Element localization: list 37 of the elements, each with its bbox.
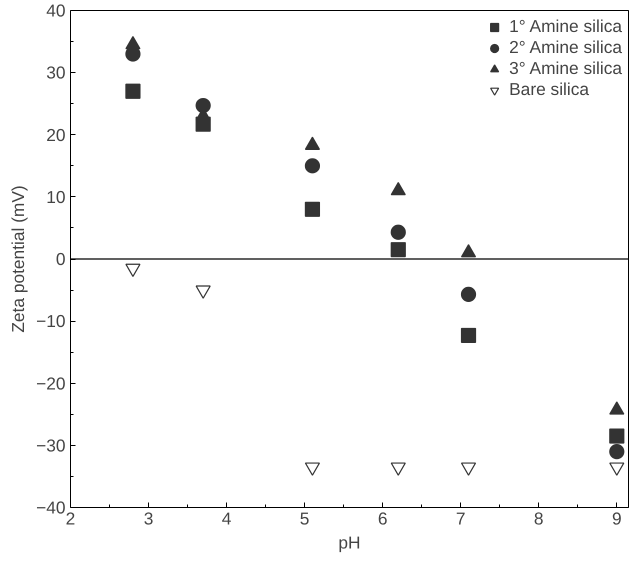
point — [390, 462, 406, 476]
point — [125, 84, 141, 99]
x-axis-title: pH — [338, 532, 361, 552]
point — [460, 328, 476, 344]
x-tick-label: 6 — [378, 508, 388, 528]
y-tick-label: −30 — [36, 435, 66, 456]
point — [609, 428, 624, 444]
x-tick-label: 9 — [612, 508, 622, 528]
point — [460, 462, 476, 476]
point — [390, 224, 406, 240]
point — [125, 36, 141, 50]
y-tick-label: −20 — [36, 373, 66, 394]
point — [304, 462, 320, 476]
point — [390, 242, 406, 258]
y-axis-title: Zeta potential (mV) — [8, 185, 28, 333]
y-tick-label: −10 — [36, 311, 66, 332]
x-tick-label: 4 — [222, 508, 232, 528]
legend-label: 2° Amine silica — [509, 37, 622, 58]
point — [609, 462, 624, 476]
x-tick-label: 7 — [456, 508, 466, 528]
y-tick-label: 0 — [56, 249, 66, 269]
x-tick-label: 8 — [534, 508, 544, 528]
legend-label: 3° Amine silica — [509, 58, 622, 79]
point — [609, 444, 624, 460]
x-tick-label: 3 — [144, 508, 154, 528]
x-tick-label: 5 — [300, 508, 310, 528]
legend-label: Bare silica — [509, 79, 590, 100]
y-tick-label: 40 — [46, 0, 66, 20]
y-tick-label: 20 — [46, 124, 66, 145]
x-tick-label: 2 — [66, 508, 76, 528]
point — [304, 158, 320, 174]
y-tick-label: 30 — [46, 62, 66, 83]
point — [460, 286, 476, 302]
point — [304, 202, 320, 217]
legend-label: 1° Amine silica — [509, 16, 622, 37]
y-tick-label: 10 — [46, 186, 66, 207]
y-tick-label: −40 — [36, 498, 66, 518]
